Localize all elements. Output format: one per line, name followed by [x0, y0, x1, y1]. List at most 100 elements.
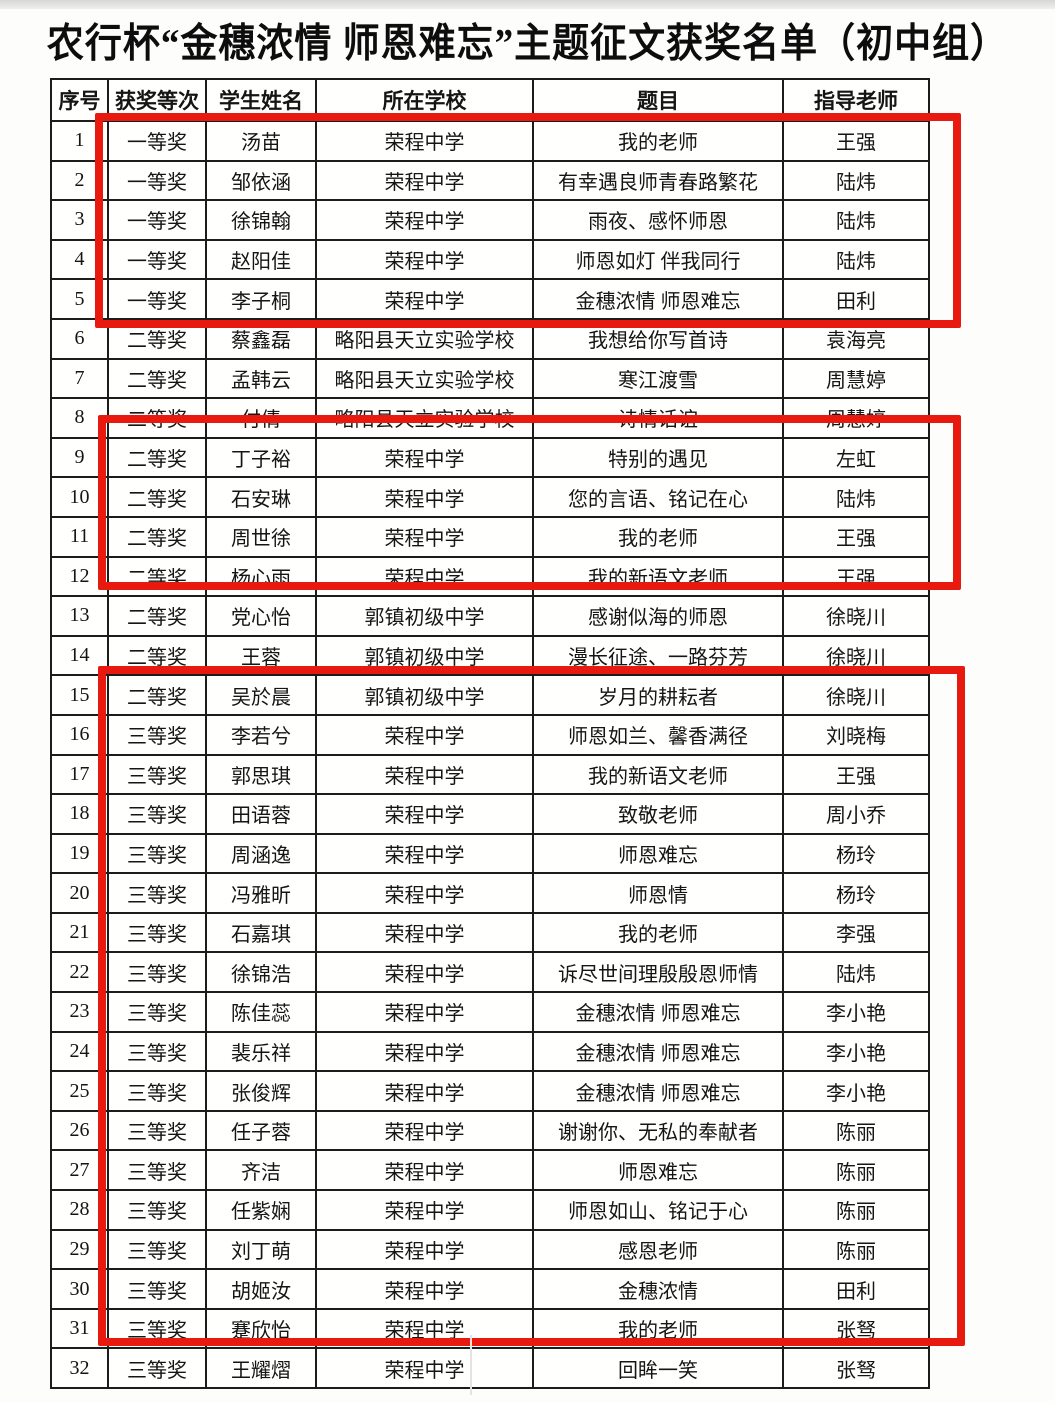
cell-award: 三等奖: [107, 1030, 207, 1073]
cell-number: 9: [50, 436, 109, 479]
cell-teacher: 王强: [782, 515, 930, 558]
cell-teacher: 陆炜: [782, 159, 930, 202]
table-row: 8 二等奖 付倩 略阳县天立实验学校 诗情话谊 周慧婷: [50, 397, 930, 439]
cell-school: 荣程中学: [315, 120, 534, 162]
cell-title: 金穗浓情: [532, 1268, 784, 1310]
cell-title: 金穗浓情 师恩难忘: [532, 991, 784, 1033]
cell-school: 荣程中学: [315, 159, 534, 202]
cell-school: 荣程中学: [315, 555, 534, 598]
cell-number: 27: [50, 1149, 109, 1192]
table-row: 22 三等奖 徐锦浩 荣程中学 诉尽世间理殷殷恩师情 陆炜: [50, 951, 930, 994]
cell-teacher: 张驽: [782, 1307, 930, 1350]
table-row: 26 三等奖 任子蓉 荣程中学 谢谢你、无私的奉献者 陈丽: [50, 1109, 930, 1152]
cell-school: 荣程中学: [315, 832, 534, 875]
cell-award: 三等奖: [107, 991, 207, 1033]
cell-teacher: 周小乔: [782, 793, 930, 835]
cell-number: 16: [50, 713, 109, 756]
cell-teacher: 田利: [782, 278, 930, 320]
cell-number: 8: [50, 397, 109, 439]
cell-student: 李子桐: [205, 278, 317, 320]
table-row: 23 三等奖 陈佳蕊 荣程中学 金穗浓情 师恩难忘 李小艳: [50, 991, 930, 1033]
cell-number: 29: [50, 1228, 109, 1271]
table-row: 9 二等奖 丁子裕 荣程中学 特别的遇见 左虹: [50, 436, 930, 479]
cell-title: 师恩如山、铭记于心: [532, 1189, 784, 1231]
cell-title: 我的老师: [532, 911, 784, 954]
cell-title: 漫长征途、一路芬芳: [532, 634, 784, 677]
cell-award: 二等奖: [107, 634, 207, 677]
cell-student: 石安琳: [205, 476, 317, 518]
cell-title: 金穗浓情 师恩难忘: [532, 278, 784, 320]
cell-award: 三等奖: [107, 951, 207, 994]
table-row: 16 三等奖 李若兮 荣程中学 师恩如兰、馨香满径 刘晓梅: [50, 713, 930, 756]
table-row: 11 二等奖 周世徐 荣程中学 我的老师 王强: [50, 515, 930, 558]
table-row: 2 一等奖 邹依涵 荣程中学 有幸遇良师青春路繁花 陆炜: [50, 159, 930, 202]
cell-award: 三等奖: [107, 832, 207, 875]
cell-award: 二等奖: [107, 397, 207, 439]
cell-student: 徐锦翰: [205, 199, 317, 241]
table-row: 15 二等奖 吴於晨 郭镇初级中学 岁月的耕耘者 徐晓川: [50, 674, 930, 716]
column-header-title: 题目: [532, 78, 784, 122]
cell-school: 荣程中学: [315, 1307, 534, 1350]
cell-student: 田语蓉: [205, 793, 317, 835]
cell-title: 师恩难忘: [532, 832, 784, 875]
cell-award: 三等奖: [107, 1070, 207, 1112]
cell-number: 13: [50, 595, 109, 637]
cell-title: 我想给你写首诗: [532, 317, 784, 360]
table-row: 20 三等奖 冯雅昕 荣程中学 师恩情 杨玲: [50, 872, 930, 914]
cell-title: 特别的遇见: [532, 436, 784, 479]
cell-school: 荣程中学: [315, 1109, 534, 1152]
cell-school: 荣程中学: [315, 753, 534, 796]
table-row: 14 二等奖 王蓉 郭镇初级中学 漫长征途、一路芬芳 徐晓川: [50, 634, 930, 677]
cell-title: 致敬老师: [532, 793, 784, 835]
cell-school: 荣程中学: [315, 872, 534, 914]
cell-student: 杨心雨: [205, 555, 317, 598]
cell-student: 蔡鑫磊: [205, 317, 317, 360]
cell-award: 三等奖: [107, 713, 207, 756]
cell-school: 荣程中学: [315, 1268, 534, 1310]
column-header-teacher: 指导老师: [782, 78, 930, 122]
cell-award: 二等奖: [107, 595, 207, 637]
cell-school: 荣程中学: [315, 1189, 534, 1231]
cell-student: 王蓉: [205, 634, 317, 677]
cell-award: 二等奖: [107, 436, 207, 479]
cell-title: 谢谢你、无私的奉献者: [532, 1109, 784, 1152]
cell-number: 32: [50, 1347, 109, 1389]
cell-award: 一等奖: [107, 159, 207, 202]
cell-student: 裴乐祥: [205, 1030, 317, 1073]
cell-title: 您的言语、铭记在心: [532, 476, 784, 518]
table-row: 27 三等奖 齐洁 荣程中学 师恩难忘 陈丽: [50, 1149, 930, 1192]
table-row: 13 二等奖 党心怡 郭镇初级中学 感谢似海的师恩 徐晓川: [50, 595, 930, 637]
column-header-school: 所在学校: [315, 78, 534, 122]
cell-teacher: 刘晓梅: [782, 713, 930, 756]
cell-school: 略阳县天立实验学校: [315, 397, 534, 439]
table-row: 5 一等奖 李子桐 荣程中学 金穗浓情 师恩难忘 田利: [50, 278, 930, 320]
table-row: 19 三等奖 周涵逸 荣程中学 师恩难忘 杨玲: [50, 832, 930, 875]
cell-school: 郭镇初级中学: [315, 595, 534, 637]
cell-student: 石嘉琪: [205, 911, 317, 954]
cell-teacher: 王强: [782, 120, 930, 162]
cell-award: 三等奖: [107, 1307, 207, 1350]
cell-teacher: 陈丽: [782, 1109, 930, 1152]
table-row: 3 一等奖 徐锦翰 荣程中学 雨夜、感怀师恩 陆炜: [50, 199, 930, 241]
cell-title: 我的老师: [532, 515, 784, 558]
cell-award: 三等奖: [107, 1149, 207, 1192]
scan-line-artifact: [470, 1335, 472, 1395]
cell-number: 10: [50, 476, 109, 518]
cell-school: 略阳县天立实验学校: [315, 357, 534, 400]
cell-teacher: 张驽: [782, 1347, 930, 1389]
table-row: 30 三等奖 胡姬汝 荣程中学 金穗浓情 田利: [50, 1268, 930, 1310]
cell-student: 张俊辉: [205, 1070, 317, 1112]
scan-edge-artifact: [0, 0, 1055, 9]
table-row: 17 三等奖 郭思琪 荣程中学 我的新语文老师 王强: [50, 753, 930, 796]
cell-title: 师恩情: [532, 872, 784, 914]
cell-number: 24: [50, 1030, 109, 1073]
cell-student: 吴於晨: [205, 674, 317, 716]
cell-number: 17: [50, 753, 109, 796]
cell-student: 任紫娴: [205, 1189, 317, 1231]
cell-teacher: 陆炜: [782, 199, 930, 241]
cell-student: 郭思琪: [205, 753, 317, 796]
cell-school: 荣程中学: [315, 278, 534, 320]
award-results-table: 序号 获奖等次 学生姓名 所在学校 题目 指导老师 1 一等奖 汤苗 荣程中学 我的老师…: [50, 78, 930, 1389]
cell-number: 19: [50, 832, 109, 875]
cell-number: 15: [50, 674, 109, 716]
